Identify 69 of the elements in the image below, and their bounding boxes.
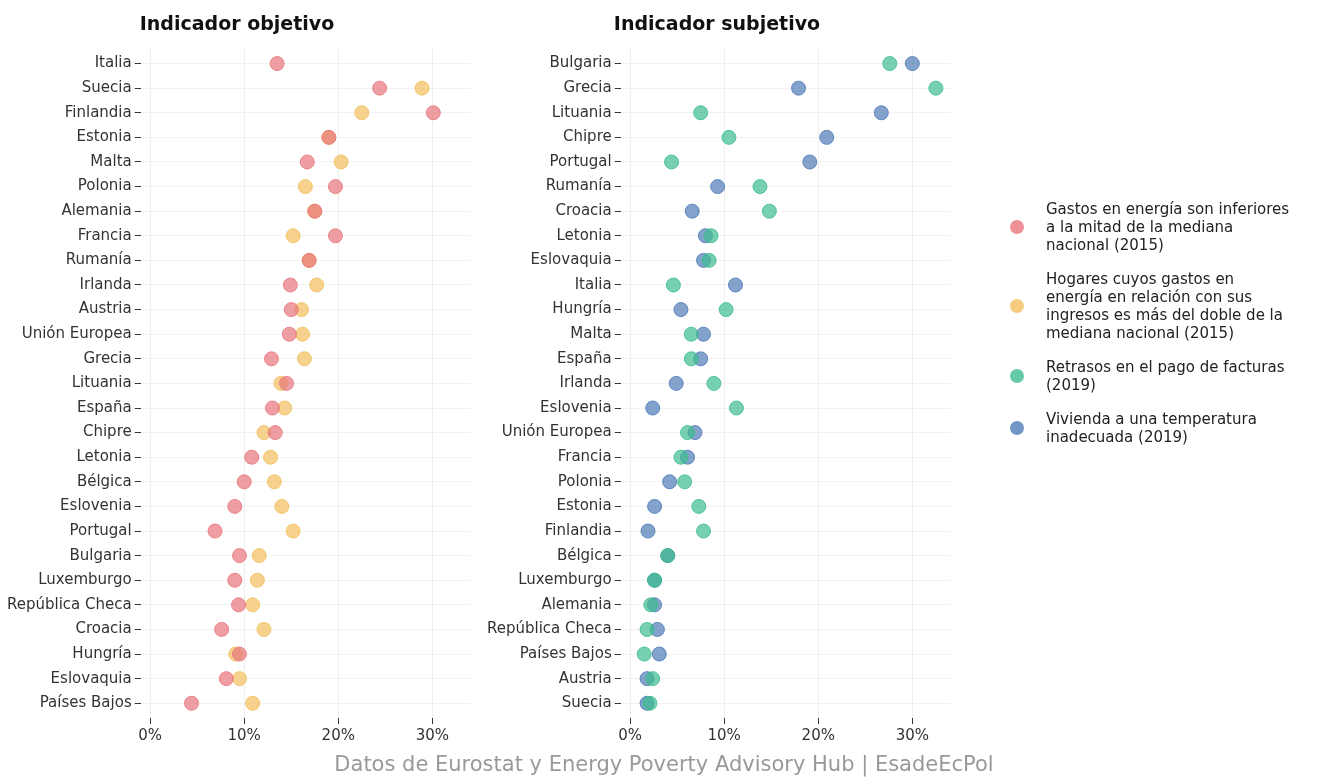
y-tick-label: Luxemburgo (518, 570, 612, 589)
y-tick-label: Bulgaria (549, 53, 612, 72)
x-tick-label: 30% (415, 725, 450, 744)
y-tick-label: Rumanía (65, 250, 132, 269)
x-tick-label: 30% (895, 725, 930, 744)
y-tick-label: Bélgica (556, 545, 612, 564)
y-tick-label: Irlanda (559, 373, 612, 392)
y-tick-label: Malta (570, 324, 612, 343)
y-tick-label: España (557, 348, 612, 367)
y-tick-label: Italia (94, 53, 132, 72)
y-tick-label: Suecia (561, 693, 612, 712)
y-tick-label: Finlandia (64, 102, 132, 121)
y-tick-label: Croacia (555, 201, 612, 220)
y-tick-label: Polonia (557, 471, 612, 490)
text: Datos de Eurostat y Energy Poverty Advisory Hub | EsadeEcPol (333, 752, 995, 776)
y-tick-label: Eslovaquia (530, 250, 612, 269)
y-tick-label: España (77, 397, 132, 416)
y-tick-label: Alemania (541, 594, 612, 613)
y-tick-label: Lituania (551, 102, 612, 121)
y-tick-label: Estonia (556, 496, 612, 515)
y-tick-label: Países Bajos (39, 693, 132, 712)
y-tick-label: República Checa (487, 619, 612, 638)
x-tick-label: 10% (707, 725, 741, 744)
y-tick-label: Estonia (76, 127, 132, 146)
y-tick-label: Bulgaria (69, 545, 132, 564)
y-tick-label: Francia (77, 225, 132, 244)
y-tick-label: Lituania (71, 373, 132, 392)
y-tick-label: Croacia (75, 619, 132, 638)
y-tick-label: Rumanía (545, 176, 612, 195)
y-tick-label: Austria (558, 668, 612, 687)
y-tick-label: Grecia (563, 78, 612, 97)
y-tick-label: Francia (557, 447, 612, 466)
y-tick-label: Letonia (76, 447, 132, 466)
y-tick-label: Bélgica (76, 471, 132, 490)
y-tick-label: Polonia (77, 176, 132, 195)
y-tick-label: Hungría (552, 299, 612, 318)
y-tick-label: Eslovaquia (50, 668, 132, 687)
y-tick-label: Unión Europea (21, 324, 132, 343)
y-tick-label: Eslovenia (540, 397, 612, 416)
y-tick-label: Italia (574, 274, 612, 293)
y-tick-label: Unión Europea (501, 422, 612, 441)
y-tick-label: Grecia (83, 348, 132, 367)
x-tick-label: 20% (801, 725, 835, 744)
legend-label: Retrasos en el pago de facturas (2019) (1046, 358, 1286, 394)
y-tick-label: Letonia (556, 225, 612, 244)
y-tick-label: Finlandia (544, 520, 612, 539)
y-tick-label: Portugal (69, 520, 132, 539)
y-tick-label: Suecia (81, 78, 132, 97)
y-tick-label: Hungría (72, 643, 132, 662)
legend-label: Vivienda a una temperatura inadecuada (2019) (1046, 410, 1258, 446)
y-tick-label: Eslovenia (60, 496, 132, 515)
y-tick-label: Países Bajos (519, 643, 612, 662)
x-tick-label: 0% (138, 725, 163, 744)
chart-title: Indicador objetivo (139, 12, 335, 35)
legend-label: Hogares cuyos gastos en energía en relación con sus ingresos es más del doble de la mediana nacional (2015) (1046, 270, 1284, 342)
legend-label: Gastos en energía son inferiores a la mitad de la mediana nacional (2015) (1046, 200, 1291, 254)
y-tick-label: Chipre (82, 422, 132, 441)
x-tick-label: 0% (618, 725, 643, 744)
x-tick-label: 10% (227, 725, 261, 744)
y-tick-label: Luxemburgo (38, 570, 132, 589)
y-tick-label: Chipre (562, 127, 612, 146)
y-tick-label: Portugal (549, 151, 612, 170)
chart-title: Indicador subjetivo (613, 12, 821, 35)
y-tick-label: Malta (90, 151, 132, 170)
y-tick-label: Alemania (61, 201, 132, 220)
y-tick-label: República Checa (7, 594, 132, 613)
y-tick-label: Irlanda (79, 274, 132, 293)
x-tick-label: 20% (321, 725, 355, 744)
y-tick-label: Austria (78, 299, 132, 318)
